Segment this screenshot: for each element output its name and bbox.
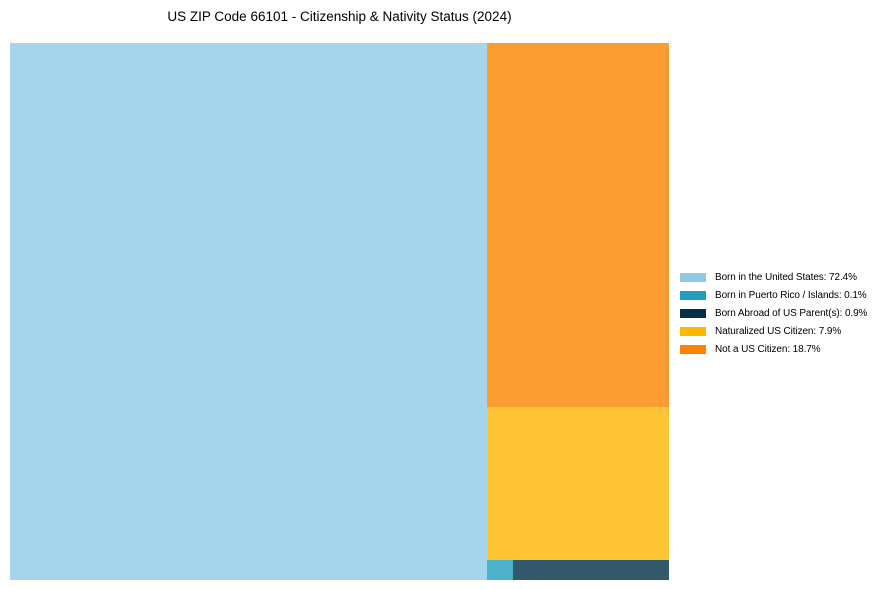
legend-label: Born in the United States: 72.4% [715,271,857,283]
chart-title: US ZIP Code 66101 - Citizenship & Nativi… [167,9,512,24]
legend-swatch [680,344,706,354]
legend-label: Born Abroad of US Parent(s): 0.9% [715,307,868,319]
legend-item-not-us-citizen: Not a US Citizen: 18.7% [680,340,867,358]
legend: Born in the United States: 72.4% Born in… [680,268,867,358]
legend-swatch [680,308,706,318]
legend-swatch [680,290,706,300]
tile-born-in-us [10,43,487,580]
treemap-plot [10,43,669,580]
legend-item-born-puerto-rico: Born in Puerto Rico / Islands: 0.1% [680,286,867,304]
legend-item-naturalized-citizen: Naturalized US Citizen: 7.9% [680,322,867,340]
legend-swatch [680,326,706,336]
legend-swatch [680,272,706,282]
tile-not-us-citizen [487,43,669,407]
legend-label: Naturalized US Citizen: 7.9% [715,325,842,337]
legend-item-born-abroad-us-parents: Born Abroad of US Parent(s): 0.9% [680,304,867,322]
legend-item-born-in-us: Born in the United States: 72.4% [680,268,867,286]
legend-label: Not a US Citizen: 18.7% [715,343,821,355]
tile-born-abroad-us-parents [513,560,669,580]
tile-born-puerto-rico [487,560,513,580]
tile-naturalized-citizen [487,407,669,560]
legend-label: Born in Puerto Rico / Islands: 0.1% [715,289,867,301]
